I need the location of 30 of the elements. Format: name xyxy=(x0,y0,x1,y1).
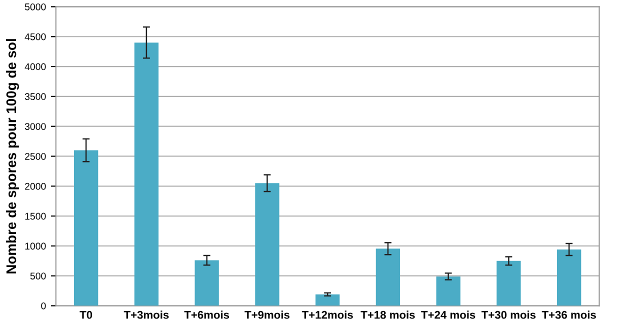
y-tick-label: 2500 xyxy=(25,152,46,160)
bar xyxy=(74,150,98,306)
x-tick-label: T+18 mois xyxy=(360,310,415,319)
x-tick-label: T+3mois xyxy=(124,310,169,319)
bar xyxy=(194,260,219,306)
bar xyxy=(496,260,521,306)
y-tick-label: 4000 xyxy=(24,63,46,70)
y-tick-label: 4500 xyxy=(24,33,46,40)
y-tick-label: 3000 xyxy=(24,123,46,130)
bar xyxy=(436,276,460,306)
x-tick-label: T+6mois xyxy=(184,310,230,319)
x-tick-label: T+9mois xyxy=(244,310,290,319)
bar xyxy=(557,250,582,306)
bar xyxy=(255,183,280,306)
x-tick-label: T+36 mois xyxy=(542,310,596,319)
x-tick-label: T+12mois xyxy=(302,310,353,319)
bar xyxy=(376,248,400,306)
x-tick-label: T+24 mois xyxy=(421,310,476,319)
bar xyxy=(316,294,340,306)
y-tick-label: 500 xyxy=(30,272,46,280)
y-tick-label: 3500 xyxy=(24,93,46,100)
y-tick-label: 0 xyxy=(41,302,46,310)
y-tick-label: 5000 xyxy=(24,3,46,10)
bar xyxy=(134,42,159,306)
y-tick-label: 1500 xyxy=(25,212,46,220)
y-tick-label: 2000 xyxy=(25,182,46,190)
y-tick-label: 1000 xyxy=(25,242,46,250)
y-axis-title: Nombre de spores pour 100g de sol xyxy=(6,39,19,274)
x-tick-label: T0 xyxy=(80,310,92,319)
x-tick-label: T+30 mois xyxy=(482,310,536,319)
